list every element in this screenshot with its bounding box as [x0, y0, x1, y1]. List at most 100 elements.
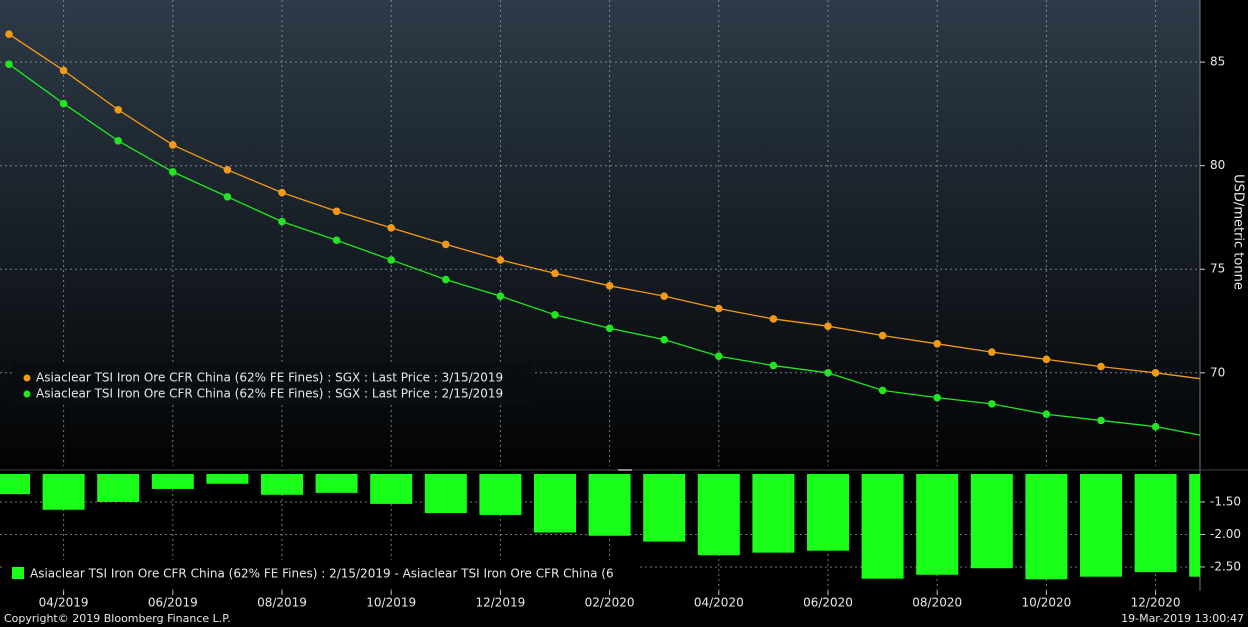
x-tick-label: 04/2019: [39, 596, 89, 610]
point: [660, 292, 668, 300]
point: [59, 66, 68, 75]
upper-plot: [0, 0, 1214, 466]
point: [5, 30, 13, 38]
bar: [424, 474, 467, 513]
x-tick-label: 08/2019: [257, 596, 307, 610]
bar: [315, 474, 358, 493]
lower-plot: [0, 474, 1200, 591]
point: [824, 369, 832, 377]
point: [114, 105, 122, 114]
point: [169, 141, 177, 149]
bar: [970, 474, 1013, 569]
legend-marker: [23, 374, 31, 382]
bar: [588, 474, 631, 536]
point: [769, 361, 778, 370]
y-tick-label: 85: [1210, 55, 1225, 69]
bar: [1134, 474, 1177, 573]
point: [551, 269, 559, 278]
point: [988, 348, 996, 356]
y-axis-title: USD/metric tonne: [1231, 174, 1246, 290]
point: [59, 99, 68, 108]
point: [1151, 369, 1160, 377]
point: [223, 192, 232, 201]
bar: [0, 474, 30, 495]
axes: 70 75 80 85 -1.50 -2.00 -2.50 04/2019 06/2019 08/…: [39, 55, 1241, 610]
point: [5, 60, 13, 69]
point: [332, 236, 341, 245]
y-tick-label: 75: [1210, 262, 1225, 276]
point: [496, 256, 505, 264]
point: [1042, 410, 1051, 419]
point: [660, 335, 668, 344]
x-tick-label: 10/2020: [1021, 596, 1071, 610]
point: [715, 304, 723, 313]
copyright: Copyright© 2019 Bloomberg Finance L.P.: [4, 612, 231, 625]
y-tick-label: 70: [1210, 365, 1225, 379]
legend-marker: [12, 567, 24, 579]
x-tick-label: 12/2020: [1131, 596, 1181, 610]
y-tick-label: 80: [1210, 158, 1225, 172]
point: [878, 331, 887, 340]
point: [988, 400, 996, 408]
x-tick-label: 08/2020: [912, 596, 962, 610]
bar: [861, 474, 904, 579]
x-tick-label: 10/2019: [366, 596, 416, 610]
point: [605, 324, 614, 333]
x-tick-label: 02/2020: [585, 596, 635, 610]
point: [1151, 422, 1160, 431]
point: [933, 393, 941, 402]
y-tick-label: -2.00: [1210, 527, 1241, 541]
bar: [1080, 474, 1122, 577]
timestamp: 19-Mar-2019 13:00:47: [1121, 612, 1244, 625]
legend-box: [12, 362, 532, 405]
bar: [697, 474, 740, 556]
point: [278, 217, 286, 226]
x-tick-label: 06/2019: [148, 596, 198, 610]
point: [496, 292, 505, 300]
bar: [206, 474, 249, 484]
bar: [42, 474, 85, 510]
bar: [97, 474, 140, 502]
x-tick-label: 12/2019: [475, 596, 525, 610]
point: [1097, 362, 1105, 371]
bar: [151, 474, 194, 489]
point: [933, 340, 941, 348]
bar: [1025, 474, 1068, 580]
bar: [534, 474, 576, 533]
point: [387, 224, 396, 232]
x-tick-label: 04/2020: [694, 596, 744, 610]
point: [442, 240, 450, 249]
point: [223, 166, 232, 174]
legend-marker: [23, 390, 31, 398]
legend-label: Asiaclear TSI Iron Ore CFR China (62% FE…: [36, 371, 503, 385]
point: [769, 315, 778, 323]
point: [114, 137, 122, 145]
y-tick-label: -1.50: [1210, 494, 1241, 508]
legend-label: Asiaclear TSI Iron Ore CFR China (62% FE…: [36, 387, 503, 401]
point: [442, 275, 450, 284]
bar: [916, 474, 959, 575]
bar: [752, 474, 795, 553]
bar: [807, 474, 849, 551]
bar: [370, 474, 413, 504]
point: [605, 282, 614, 290]
point: [387, 256, 396, 264]
point: [878, 386, 887, 395]
point: [1042, 355, 1051, 364]
legend-label: Asiaclear TSI Iron Ore CFR China (62% FE…: [30, 567, 614, 581]
point: [332, 207, 341, 216]
y-tick-label: -2.50: [1210, 559, 1241, 573]
bar: [479, 474, 522, 515]
point: [1097, 416, 1105, 425]
point: [169, 168, 177, 176]
point: [1206, 433, 1214, 441]
point: [278, 188, 286, 197]
bar: [643, 474, 686, 542]
bar: [1189, 474, 1200, 577]
bar: [261, 474, 303, 495]
point: [551, 311, 559, 319]
point: [824, 322, 832, 331]
legend-box: [5, 560, 640, 588]
point: [715, 352, 723, 361]
